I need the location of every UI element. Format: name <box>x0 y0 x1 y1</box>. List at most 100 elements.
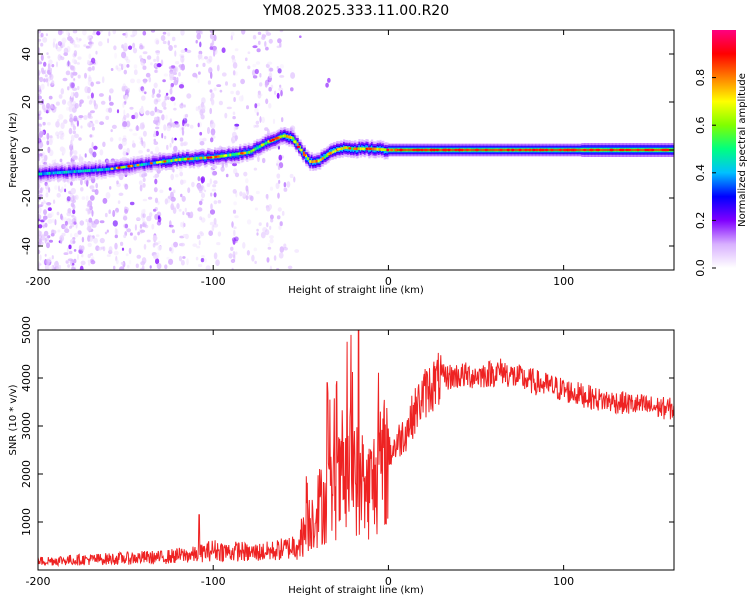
spectrogram-ridge-hotspot <box>186 157 190 161</box>
spectrogram-ridge-core <box>292 137 295 140</box>
spectrogram-noise-speckle <box>167 40 171 46</box>
colorbar-label: Normalized spectral amplitude <box>737 73 748 227</box>
spectrogram-noise-speckle <box>40 187 43 194</box>
spectrogram-ridge-core <box>82 169 85 173</box>
spectrogram-noise-speckle <box>180 222 183 228</box>
spectrogram-noise-speckle <box>51 106 57 110</box>
spectrogram-noise-speckle <box>178 72 181 77</box>
spectrogram-noise-speckle <box>210 203 213 211</box>
spectrogram-noise-speckle <box>58 130 64 136</box>
spectrogram-noise-speckle <box>178 255 183 262</box>
spectrogram-noise-speckle <box>232 116 236 120</box>
chart-title: YM08.2025.333.11.00.R20 <box>262 3 449 19</box>
spectrogram-noise-speckle <box>167 122 173 129</box>
spectrogram-noise-speckle <box>38 93 41 99</box>
spectrogram-noise-speckle <box>200 217 206 223</box>
spectrogram-noise-speckle <box>176 77 179 83</box>
spectrogram-noise-speckle <box>128 45 133 50</box>
spectrogram-noise-speckle <box>180 242 185 247</box>
spectrogram-noise-speckle <box>74 194 79 200</box>
spectrogram-noise-speckle <box>264 229 270 236</box>
spectrogram-noise-speckle <box>251 254 255 262</box>
spectrogram-noise-speckle <box>162 31 167 35</box>
spectrogram-noise-speckle <box>178 84 185 89</box>
spectrogram-ridge-core <box>84 169 87 173</box>
spectrogram-noise-speckle <box>133 64 138 69</box>
spectrogram-noise-speckle <box>163 106 167 110</box>
spectrogram-ridge-core <box>101 168 104 172</box>
snr-x-tick-label: 100 <box>553 575 574 588</box>
spectrogram-ridge-hotspot <box>120 166 124 169</box>
spectrogram-noise-speckle <box>251 254 255 262</box>
spectrogram-noise-speckle <box>182 256 186 259</box>
spectrogram-noise-speckle <box>81 245 85 252</box>
spectrogram-noise-speckle <box>50 103 55 111</box>
spectrogram-noise-speckle <box>90 110 95 114</box>
spectrogram-noise-speckle <box>88 53 92 60</box>
spectrogram-noise-speckle <box>85 218 88 223</box>
spectrogram-noise-speckle <box>50 211 54 217</box>
spectrogram-noise-speckle <box>259 116 262 123</box>
spectrogram-ridge-core <box>351 147 354 150</box>
spectrogram-noise-speckle <box>159 189 164 194</box>
spectrogram-noise-speckle <box>213 200 218 205</box>
spectrogram-noise-speckle <box>79 153 82 161</box>
spectrogram-noise-speckle <box>268 87 272 92</box>
spectrogram-noise-speckle <box>43 209 47 216</box>
spectrogram-noise-speckle <box>54 159 57 165</box>
spectrogram-noise-speckle <box>256 232 259 236</box>
spectrogram-noise-speckle <box>56 119 60 122</box>
spectrogram-noise-speckle <box>38 218 41 222</box>
spectrogram-noise-speckle <box>42 129 46 135</box>
spectrogram-noise-speckle <box>196 183 201 190</box>
spectrogram-noise-speckle <box>39 254 42 261</box>
spectrogram-noise-speckle <box>294 249 300 253</box>
spectrogram-ridge-core <box>372 147 375 151</box>
spectrogram-ridge-core <box>69 170 72 174</box>
spectrogram-noise-speckle <box>173 66 179 73</box>
spectrogram-noise-speckle <box>155 39 160 45</box>
spectrogram-noise-speckle <box>58 94 63 99</box>
spectrogram-noise-speckle <box>212 184 217 188</box>
spectrogram-ridge-core <box>323 155 326 159</box>
spectrogram-noise-speckle <box>38 261 41 265</box>
spectrogram-noise-speckle <box>99 237 105 244</box>
spectrogram-noise-speckle <box>114 242 118 250</box>
spectrogram-noise-speckle <box>72 87 78 91</box>
spectrogram-noise-speckle <box>151 93 155 98</box>
spectrogram-noise-speckle <box>83 115 88 120</box>
spectrogram-noise-speckle <box>46 132 50 140</box>
spectrogram-noise-speckle <box>232 239 236 245</box>
spectrogram-noise-speckle <box>43 155 48 163</box>
spectrogram-noise-speckle <box>54 266 60 270</box>
spectrogram-noise-speckle <box>142 30 147 36</box>
spectrogram-noise-speckle <box>200 187 205 191</box>
spectrogram-noise-speckle <box>161 114 165 121</box>
spectrogram-noise-speckle <box>68 250 73 255</box>
spectrogram-ridge-core <box>256 146 259 150</box>
spectrogram-ridge-hotspot <box>302 153 307 157</box>
spectrogram-noise-speckle <box>142 177 146 182</box>
spectrogram-noise-speckle <box>67 36 73 41</box>
spectrogram-noise-speckle <box>69 225 72 229</box>
spectrogram-noise-speckle <box>142 130 147 137</box>
spectrogram-ridge-core <box>389 148 392 152</box>
spectrogram-noise-speckle <box>38 194 43 197</box>
spectrogram-noise-speckle <box>60 88 64 95</box>
spectrogram-noise-speckle <box>181 127 184 131</box>
spectrogram-noise-speckle <box>44 181 48 186</box>
spectrogram-noise-speckle <box>92 32 97 36</box>
spectrogram-noise-speckle <box>230 90 235 95</box>
spectrogram-noise-speckle <box>45 258 50 266</box>
spectrogram-noise-speckle <box>186 123 190 127</box>
spectrogram-ridge-core <box>319 158 322 162</box>
spectrogram-noise-speckle <box>142 222 145 227</box>
spectrogram-noise-speckle <box>166 144 169 150</box>
spectrogram-noise-speckle <box>197 176 201 182</box>
spectrogram-noise-speckle <box>55 43 58 50</box>
spectrogram-ridge-hotspot <box>328 151 332 155</box>
spectrogram-noise-speckle <box>181 195 186 202</box>
spectrogram-noise-speckle <box>213 49 216 57</box>
spectrogram-noise-speckle <box>166 256 170 260</box>
spectrogram-ridge-hotspot <box>361 147 365 150</box>
